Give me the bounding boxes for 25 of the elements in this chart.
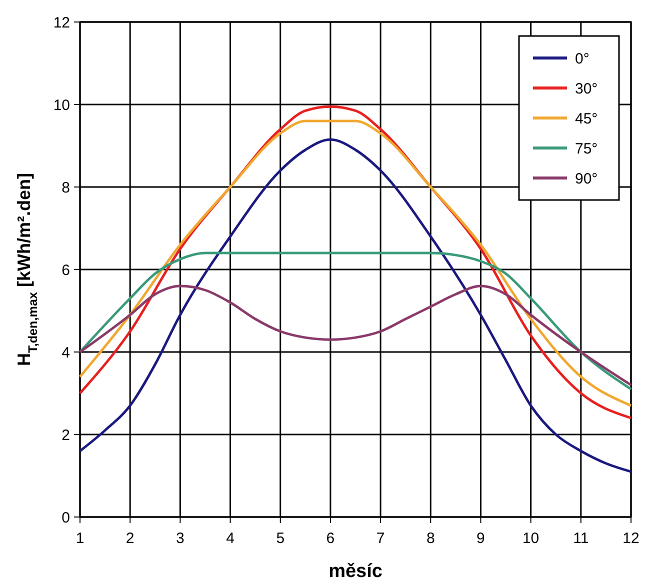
x-tick-label: 9 (476, 530, 485, 547)
y-tick-label: 2 (62, 426, 70, 444)
x-tick-label: 1 (76, 530, 84, 547)
legend-label: 75° (575, 140, 598, 158)
x-axis-title: měsíc (328, 561, 383, 582)
legend-label: 0° (575, 50, 590, 68)
x-tick-label: 4 (226, 530, 234, 547)
x-tick-label: 8 (426, 530, 435, 547)
x-tick-label: 10 (522, 530, 540, 547)
legend-label: 45° (575, 110, 598, 128)
y-tick-label: 10 (53, 96, 70, 114)
x-tick-label: 5 (276, 530, 285, 547)
y-tick-label: 4 (62, 344, 70, 362)
y-tick-label: 8 (62, 179, 70, 196)
x-tick-label: 12 (622, 530, 640, 547)
x-tick-label: 2 (126, 530, 134, 547)
x-tick-label: 11 (573, 530, 589, 547)
legend-label: 30° (575, 80, 598, 98)
y-tick-label: 0 (62, 509, 70, 526)
x-tick-label: 7 (376, 530, 385, 547)
x-tick-label: 3 (176, 530, 184, 547)
x-tick-label: 6 (326, 530, 335, 547)
y-tick-label: 6 (62, 262, 70, 279)
y-tick-label: 12 (53, 14, 70, 32)
legend-label: 90° (575, 170, 598, 188)
